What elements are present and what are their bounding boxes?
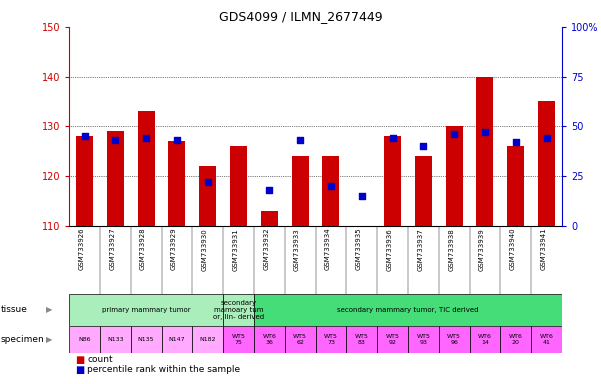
Bar — [323, 156, 340, 226]
Text: GSM733931: GSM733931 — [233, 228, 239, 271]
Bar — [192, 326, 223, 353]
Bar — [408, 326, 439, 353]
Text: GDS4099 / ILMN_2677449: GDS4099 / ILMN_2677449 — [219, 10, 382, 23]
Text: GSM733939: GSM733939 — [479, 228, 485, 271]
Text: GSM733938: GSM733938 — [448, 228, 454, 271]
Text: WT5
93: WT5 93 — [416, 334, 430, 345]
Text: N182: N182 — [200, 337, 216, 342]
Text: GSM733927: GSM733927 — [109, 228, 115, 270]
Text: ▶: ▶ — [46, 335, 52, 344]
Text: ■: ■ — [75, 355, 84, 365]
Text: WT5
83: WT5 83 — [355, 334, 368, 345]
Bar — [477, 77, 493, 226]
Text: tissue: tissue — [1, 305, 28, 314]
Bar — [469, 326, 501, 353]
Bar — [254, 326, 285, 353]
Text: WT6
41: WT6 41 — [540, 334, 554, 345]
Bar — [285, 326, 316, 353]
Bar — [76, 136, 93, 226]
Point — [388, 135, 397, 141]
Text: ▶: ▶ — [46, 305, 52, 314]
Point — [357, 193, 367, 199]
Bar — [507, 146, 524, 226]
Bar — [446, 126, 463, 226]
Point — [295, 137, 305, 143]
Text: percentile rank within the sample: percentile rank within the sample — [87, 365, 240, 374]
Bar — [223, 326, 254, 353]
Text: GSM733941: GSM733941 — [540, 228, 546, 270]
Text: WT5
92: WT5 92 — [386, 334, 400, 345]
Point — [264, 187, 274, 193]
Text: primary mammary tumor: primary mammary tumor — [102, 307, 191, 313]
Text: GSM733936: GSM733936 — [386, 228, 392, 271]
Bar — [531, 326, 562, 353]
Text: GSM733929: GSM733929 — [171, 228, 177, 270]
Text: specimen: specimen — [1, 335, 44, 344]
Point — [326, 183, 336, 189]
Text: ■: ■ — [75, 365, 84, 375]
Bar — [107, 131, 124, 226]
Text: GSM733926: GSM733926 — [79, 228, 85, 270]
Point — [141, 135, 151, 141]
Bar — [162, 326, 192, 353]
Bar — [346, 326, 377, 353]
Point — [511, 139, 520, 145]
Text: GSM733932: GSM733932 — [263, 228, 269, 270]
Bar — [316, 326, 346, 353]
Bar — [415, 156, 432, 226]
Text: secondary mammary tumor, TIC derived: secondary mammary tumor, TIC derived — [337, 307, 478, 313]
Bar — [168, 141, 185, 226]
Bar — [291, 156, 308, 226]
Point — [172, 137, 182, 143]
Text: GSM733934: GSM733934 — [325, 228, 331, 270]
Text: count: count — [87, 355, 113, 364]
Bar — [254, 294, 562, 326]
Text: WT5
75: WT5 75 — [231, 334, 245, 345]
Point — [111, 137, 120, 143]
Text: WT5
96: WT5 96 — [447, 334, 461, 345]
Text: WT5
62: WT5 62 — [293, 334, 307, 345]
Bar — [138, 111, 154, 226]
Text: secondary
mamoary tum
or, lin- derived: secondary mamoary tum or, lin- derived — [213, 300, 264, 320]
Bar — [223, 294, 254, 326]
Bar — [69, 326, 100, 353]
Text: N147: N147 — [169, 337, 185, 342]
Point — [542, 135, 551, 141]
Bar — [230, 146, 247, 226]
Text: N133: N133 — [107, 337, 124, 342]
Bar — [538, 101, 555, 226]
Text: GSM733940: GSM733940 — [510, 228, 516, 270]
Bar — [69, 294, 223, 326]
Text: GSM733935: GSM733935 — [356, 228, 362, 270]
Text: WT6
36: WT6 36 — [263, 334, 276, 345]
Text: WT5
73: WT5 73 — [324, 334, 338, 345]
Text: N135: N135 — [138, 337, 154, 342]
Text: WT6
20: WT6 20 — [509, 334, 523, 345]
Text: GSM733937: GSM733937 — [417, 228, 423, 271]
Bar — [439, 326, 469, 353]
Bar — [501, 326, 531, 353]
Bar — [200, 166, 216, 226]
Point — [418, 143, 428, 149]
Bar — [377, 326, 408, 353]
Text: GSM733928: GSM733928 — [140, 228, 146, 270]
Bar — [131, 326, 162, 353]
Text: GSM733930: GSM733930 — [202, 228, 208, 271]
Point — [80, 133, 90, 139]
Text: N86: N86 — [78, 337, 91, 342]
Bar — [384, 136, 401, 226]
Text: GSM733933: GSM733933 — [294, 228, 300, 271]
Text: WT6
14: WT6 14 — [478, 334, 492, 345]
Bar — [261, 211, 278, 226]
Point — [450, 131, 459, 137]
Point — [203, 179, 213, 185]
Bar — [100, 326, 131, 353]
Point — [480, 129, 490, 136]
